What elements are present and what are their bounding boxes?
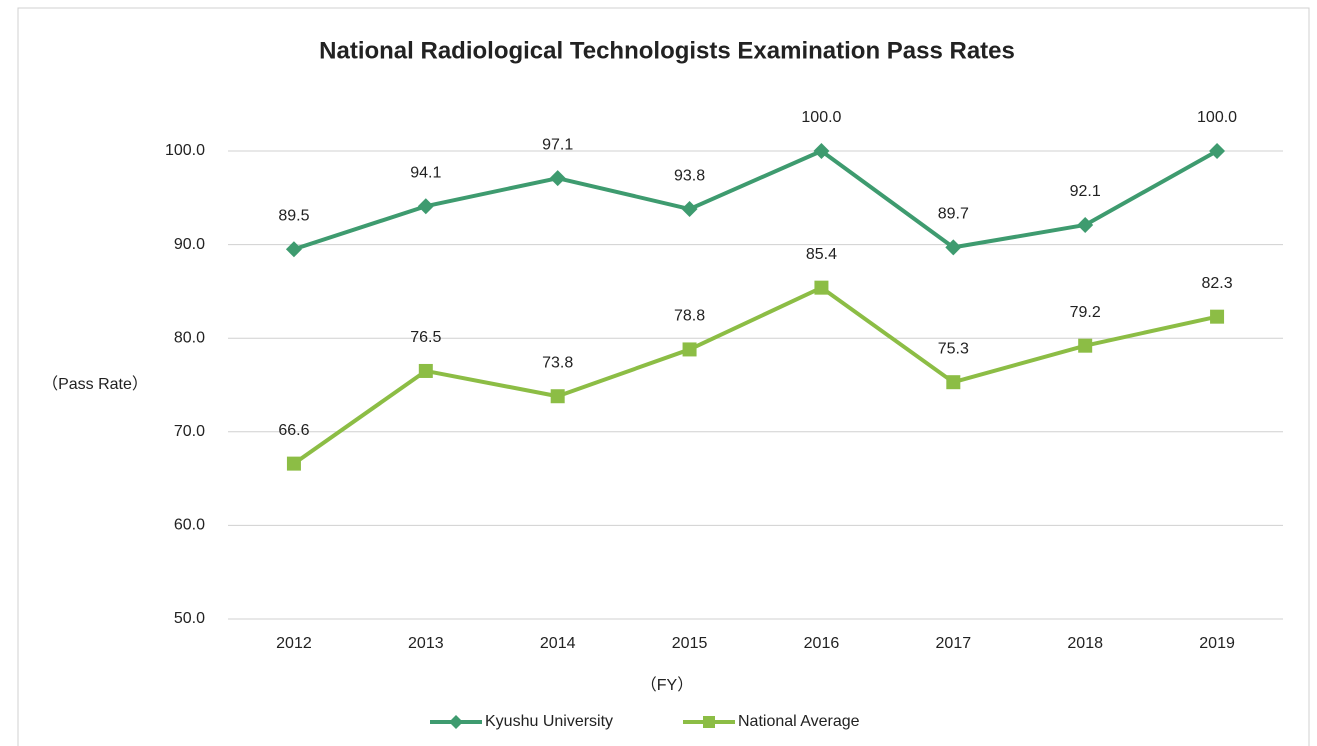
x-tick-label: 2018 [1067, 635, 1103, 652]
data-label: 93.8 [674, 167, 705, 184]
x-tick-label: 2014 [540, 635, 576, 652]
data-label: 100.0 [801, 109, 841, 126]
legend-label: Kyushu University [485, 713, 613, 730]
marker [1078, 338, 1093, 353]
y-axis-label: （Pass Rate） [42, 375, 148, 393]
marker [417, 198, 434, 215]
x-tick-label: 2019 [1199, 635, 1235, 652]
y-tick-label: 80.0 [174, 329, 205, 346]
marker [1209, 143, 1226, 159]
x-axis-label: （FY） [641, 676, 693, 694]
y-tick-label: 50.0 [174, 610, 205, 627]
marker [418, 363, 433, 378]
y-tick-label: 70.0 [174, 423, 205, 440]
x-tick-label: 2015 [672, 635, 708, 652]
marker [285, 241, 302, 258]
data-label: 100.0 [1197, 109, 1237, 126]
chart-frame [17, 7, 1310, 746]
legend-marker [449, 715, 463, 729]
y-tick-label: 60.0 [174, 517, 205, 534]
series-line [292, 285, 1218, 466]
data-label: 89.7 [938, 206, 969, 223]
marker [946, 375, 961, 390]
x-tick-label: 2013 [408, 635, 444, 652]
data-label: 78.8 [674, 308, 705, 325]
marker [549, 170, 566, 187]
marker [945, 239, 962, 256]
series-line [293, 149, 1219, 252]
data-label: 89.5 [278, 207, 309, 224]
marker [814, 280, 829, 295]
marker [682, 342, 697, 357]
data-label: 66.6 [278, 422, 309, 439]
data-label: 75.3 [938, 340, 969, 357]
data-label: 79.2 [1070, 304, 1101, 321]
legend-marker [703, 716, 715, 728]
marker [813, 143, 830, 159]
legend-label: National Average [738, 713, 860, 730]
data-label: 94.1 [410, 164, 441, 181]
x-tick-label: 2012 [276, 635, 312, 652]
data-label: 92.1 [1070, 183, 1101, 200]
data-label: 73.8 [542, 354, 573, 371]
data-label: 76.5 [410, 329, 441, 346]
x-tick-label: 2017 [936, 635, 972, 652]
marker [681, 201, 698, 218]
marker [550, 389, 565, 404]
data-label: 82.3 [1201, 275, 1232, 292]
y-tick-label: 100.0 [165, 142, 205, 159]
marker [286, 456, 301, 471]
chart-title: National Radiological Technologists Exam… [319, 37, 1015, 64]
marker [1077, 216, 1094, 233]
marker [1210, 309, 1225, 324]
data-label: 85.4 [806, 246, 837, 263]
x-tick-label: 2016 [804, 635, 840, 652]
data-label: 97.1 [542, 136, 573, 153]
y-tick-label: 90.0 [174, 236, 205, 253]
